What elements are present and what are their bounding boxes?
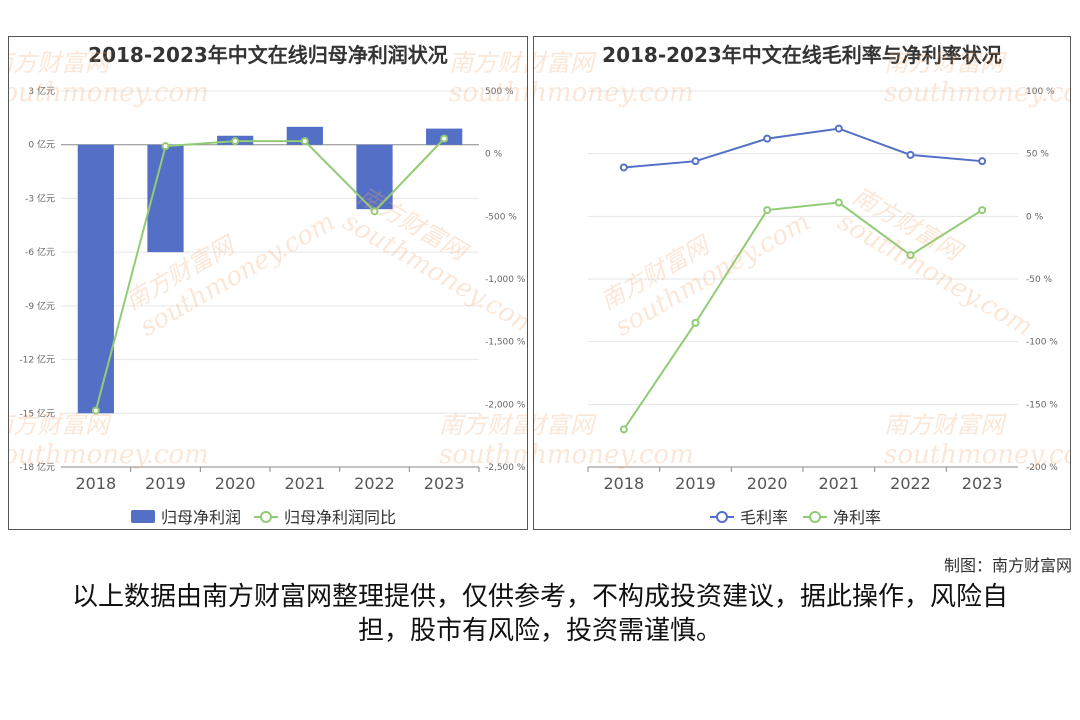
legend-item-0: 毛利率 [710, 508, 788, 527]
y-right-tick-label: -100 % [1026, 338, 1058, 348]
y-right-tick-label: 100 % [1026, 87, 1055, 97]
data-point [978, 206, 987, 215]
legend-item-0: 归母净利润 [131, 508, 241, 527]
y-left-tick-label: -9 亿元 [25, 300, 55, 312]
y-right-tick-label: 50 % [1026, 150, 1049, 160]
legend-label: 归母净利润同比 [284, 508, 396, 527]
y-right-tick-label: -2,500 % [485, 463, 526, 473]
data-point [619, 425, 628, 434]
legend-swatch-marker [809, 511, 821, 523]
x-tick-label: 2019 [145, 474, 186, 493]
series-line-1 [623, 201, 983, 430]
data-point [440, 134, 449, 143]
data-point [370, 207, 379, 216]
legend-swatch-marker [260, 511, 272, 523]
legend-swatch-marker [716, 511, 728, 523]
x-tick-label: 2018 [603, 474, 644, 493]
x-tick-label: 2023 [424, 474, 465, 493]
disclaimer-text: 以上数据由南方财富网整理提供，仅供参考，不构成投资建议，据此操作，风险自担，股市… [71, 582, 1008, 646]
data-point [231, 137, 240, 146]
y-left-tick-label: 3 亿元 [28, 85, 55, 97]
x-tick-label: 2022 [890, 474, 931, 493]
series-line-0 [623, 127, 983, 169]
y-right-tick-label: -150 % [1026, 400, 1058, 410]
x-tick-label: 2021 [284, 474, 325, 493]
data-point [763, 206, 772, 215]
y-right-tick-label: -2,000 % [485, 400, 526, 410]
x-tick-label: 2023 [962, 474, 1003, 493]
y-right-tick-label: 0 % [485, 150, 503, 160]
legend-swatch [131, 510, 155, 523]
net-profit-chart: 3 亿元 0 亿元 -3 亿元 -6 亿元 -9 亿元 -12 亿元 -15 亿元 -18 亿… [19, 85, 526, 527]
margin-chart: 100 % 50 % 0 % -50 % -100 % -150 % -200 % 2018 2… [587, 87, 1058, 527]
net-profit-chart-panel: 2018-2023年中文在线归母净利润状况 3 亿元 0 亿元 -3 亿元 -6 亿元… [8, 36, 528, 530]
legend-label: 毛利率 [740, 508, 788, 527]
x-tick-label: 2019 [675, 474, 716, 493]
data-point [691, 318, 700, 327]
chart-title: 2018-2023年中文在线归母净利润状况 [88, 43, 448, 67]
y-right-tick-label: -50 % [1026, 275, 1053, 285]
y-right-tick-label: 0 % [1026, 212, 1044, 222]
legend-item-1: 归母净利润同比 [254, 508, 396, 527]
x-tick-label: 2020 [215, 474, 256, 493]
legend: 归母净利润 归母净利润同比 [131, 508, 396, 527]
y-left-tick-label: -3 亿元 [25, 192, 55, 204]
y-left-tick-label: 0 亿元 [28, 139, 55, 151]
data-point [619, 163, 628, 172]
data-point [91, 406, 100, 415]
x-tick-label: 2020 [747, 474, 788, 493]
series-line-yoy [94, 137, 445, 411]
y-left-tick-label: -15 亿元 [19, 407, 55, 419]
data-point [300, 137, 309, 146]
y-right-tick-label: 500 % [485, 87, 514, 97]
legend-label: 净利率 [833, 508, 881, 527]
data-point [906, 251, 915, 260]
data-point [691, 157, 700, 166]
bar [77, 144, 114, 414]
legend-label: 归母净利润 [161, 508, 241, 527]
chart-credit: 制图：南方财富网 [943, 556, 1072, 575]
y-right-tick-label: -500 % [485, 212, 517, 222]
data-point [834, 198, 843, 207]
y-right-tick-label: -1,000 % [485, 275, 526, 285]
y-right-tick-label: -200 % [1026, 463, 1058, 473]
data-point [161, 142, 170, 151]
y-left-tick-label: -6 亿元 [25, 246, 55, 258]
x-tick-label: 2021 [818, 474, 859, 493]
x-tick-label: 2018 [75, 474, 116, 493]
chart-title: 2018-2023年中文在线毛利率与净利率状况 [602, 43, 1002, 67]
bar [147, 144, 184, 253]
legend-item-1: 净利率 [803, 508, 881, 527]
x-tick-label: 2022 [354, 474, 395, 493]
data-point [834, 124, 843, 133]
margin-chart-panel: 2018-2023年中文在线毛利率与净利率状况 100 % 50 % 0 % -50 … [533, 36, 1071, 530]
y-left-tick-label: -18 亿元 [19, 461, 55, 473]
y-right-tick-label: -1,500 % [485, 338, 526, 348]
legend: 毛利率 净利率 [710, 508, 881, 527]
data-point [763, 134, 772, 143]
data-point [978, 157, 987, 166]
data-point [906, 150, 915, 159]
y-left-tick-label: -12 亿元 [19, 354, 55, 366]
